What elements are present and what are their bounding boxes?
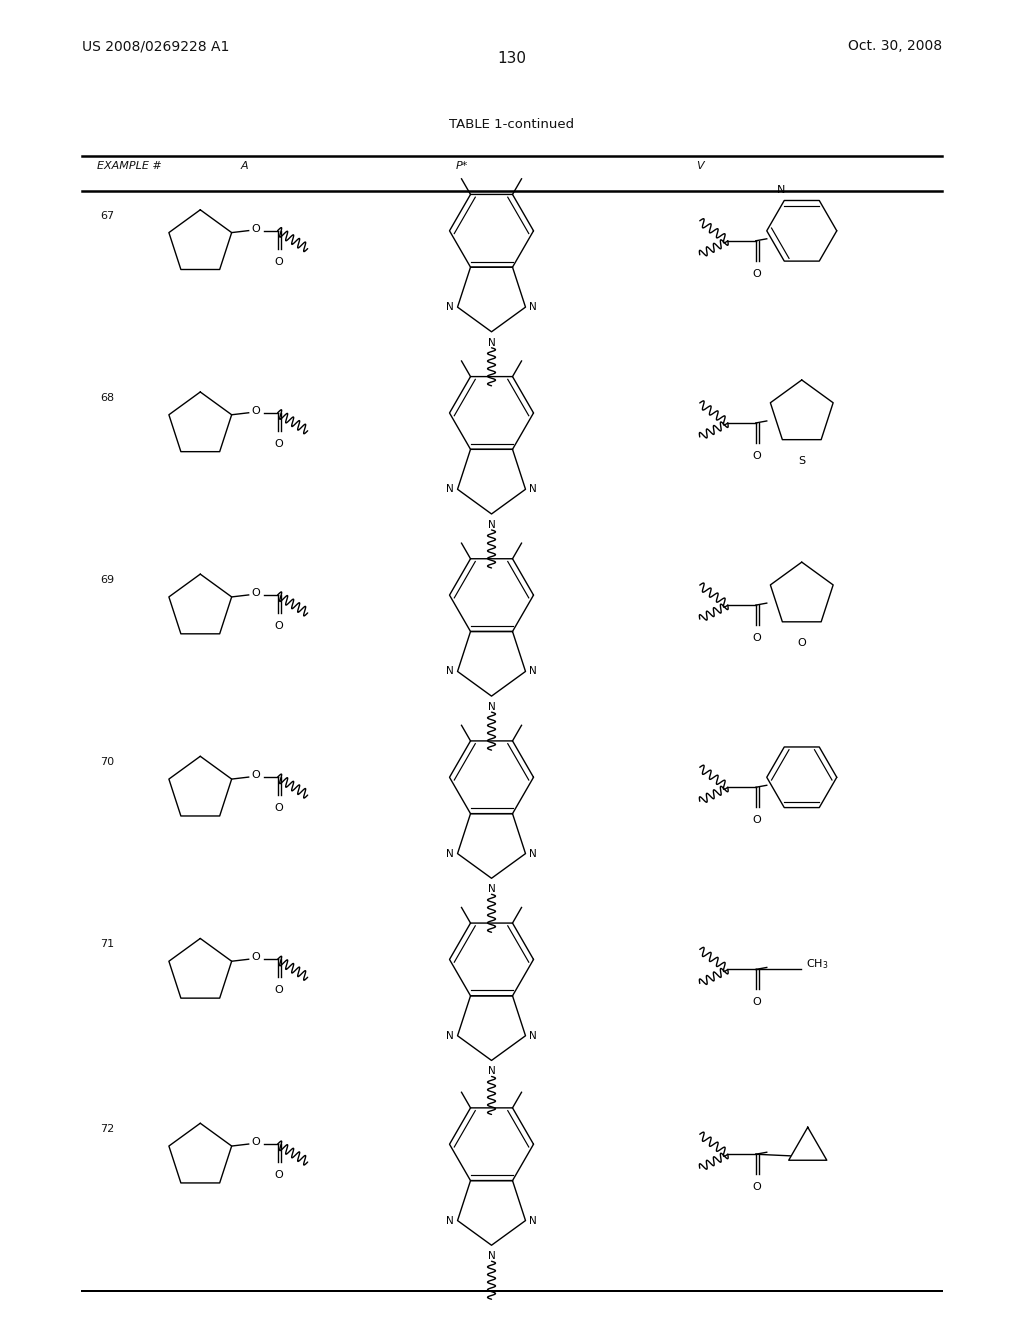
Text: CH$_3$: CH$_3$ xyxy=(806,957,828,972)
Text: N: N xyxy=(487,884,496,894)
Text: N: N xyxy=(487,338,496,347)
Text: 130: 130 xyxy=(498,50,526,66)
Text: O: O xyxy=(274,803,283,813)
Text: O: O xyxy=(753,1183,761,1192)
Text: O: O xyxy=(753,451,761,461)
Text: TABLE 1-continued: TABLE 1-continued xyxy=(450,117,574,131)
Text: N: N xyxy=(529,1216,538,1225)
Text: N: N xyxy=(445,1031,454,1040)
Text: O: O xyxy=(251,952,260,962)
Text: O: O xyxy=(251,223,260,234)
Text: N: N xyxy=(487,1067,496,1076)
Text: O: O xyxy=(753,634,761,643)
Text: O: O xyxy=(753,269,761,279)
Text: 69: 69 xyxy=(100,576,115,585)
Text: 67: 67 xyxy=(100,211,115,220)
Text: O: O xyxy=(798,638,806,648)
Text: A: A xyxy=(241,161,248,172)
Text: V: V xyxy=(696,161,703,172)
Text: P*: P* xyxy=(456,161,468,172)
Text: O: O xyxy=(753,998,761,1007)
Text: O: O xyxy=(274,1170,283,1180)
Text: N: N xyxy=(445,484,454,494)
Text: N: N xyxy=(445,849,454,858)
Text: O: O xyxy=(274,438,283,449)
Text: N: N xyxy=(529,302,538,312)
Text: O: O xyxy=(753,816,761,825)
Text: 71: 71 xyxy=(100,940,115,949)
Text: O: O xyxy=(274,256,283,267)
Text: N: N xyxy=(445,1216,454,1225)
Text: US 2008/0269228 A1: US 2008/0269228 A1 xyxy=(82,40,229,53)
Text: EXAMPLE #: EXAMPLE # xyxy=(97,161,162,172)
Text: 68: 68 xyxy=(100,393,115,403)
Text: N: N xyxy=(445,302,454,312)
Text: O: O xyxy=(251,405,260,416)
Text: N: N xyxy=(529,1031,538,1040)
Text: O: O xyxy=(274,985,283,995)
Text: Oct. 30, 2008: Oct. 30, 2008 xyxy=(848,40,942,53)
Text: N: N xyxy=(487,520,496,529)
Text: N: N xyxy=(529,849,538,858)
Text: N: N xyxy=(445,667,454,676)
Text: N: N xyxy=(487,702,496,711)
Text: O: O xyxy=(251,770,260,780)
Text: N: N xyxy=(529,667,538,676)
Text: N: N xyxy=(487,1251,496,1261)
Text: O: O xyxy=(251,587,260,598)
Text: O: O xyxy=(251,1137,260,1147)
Text: S: S xyxy=(798,455,805,466)
Text: N: N xyxy=(529,484,538,494)
Text: O: O xyxy=(274,620,283,631)
Text: 70: 70 xyxy=(100,758,115,767)
Text: N: N xyxy=(777,186,785,195)
Text: 72: 72 xyxy=(100,1125,115,1134)
